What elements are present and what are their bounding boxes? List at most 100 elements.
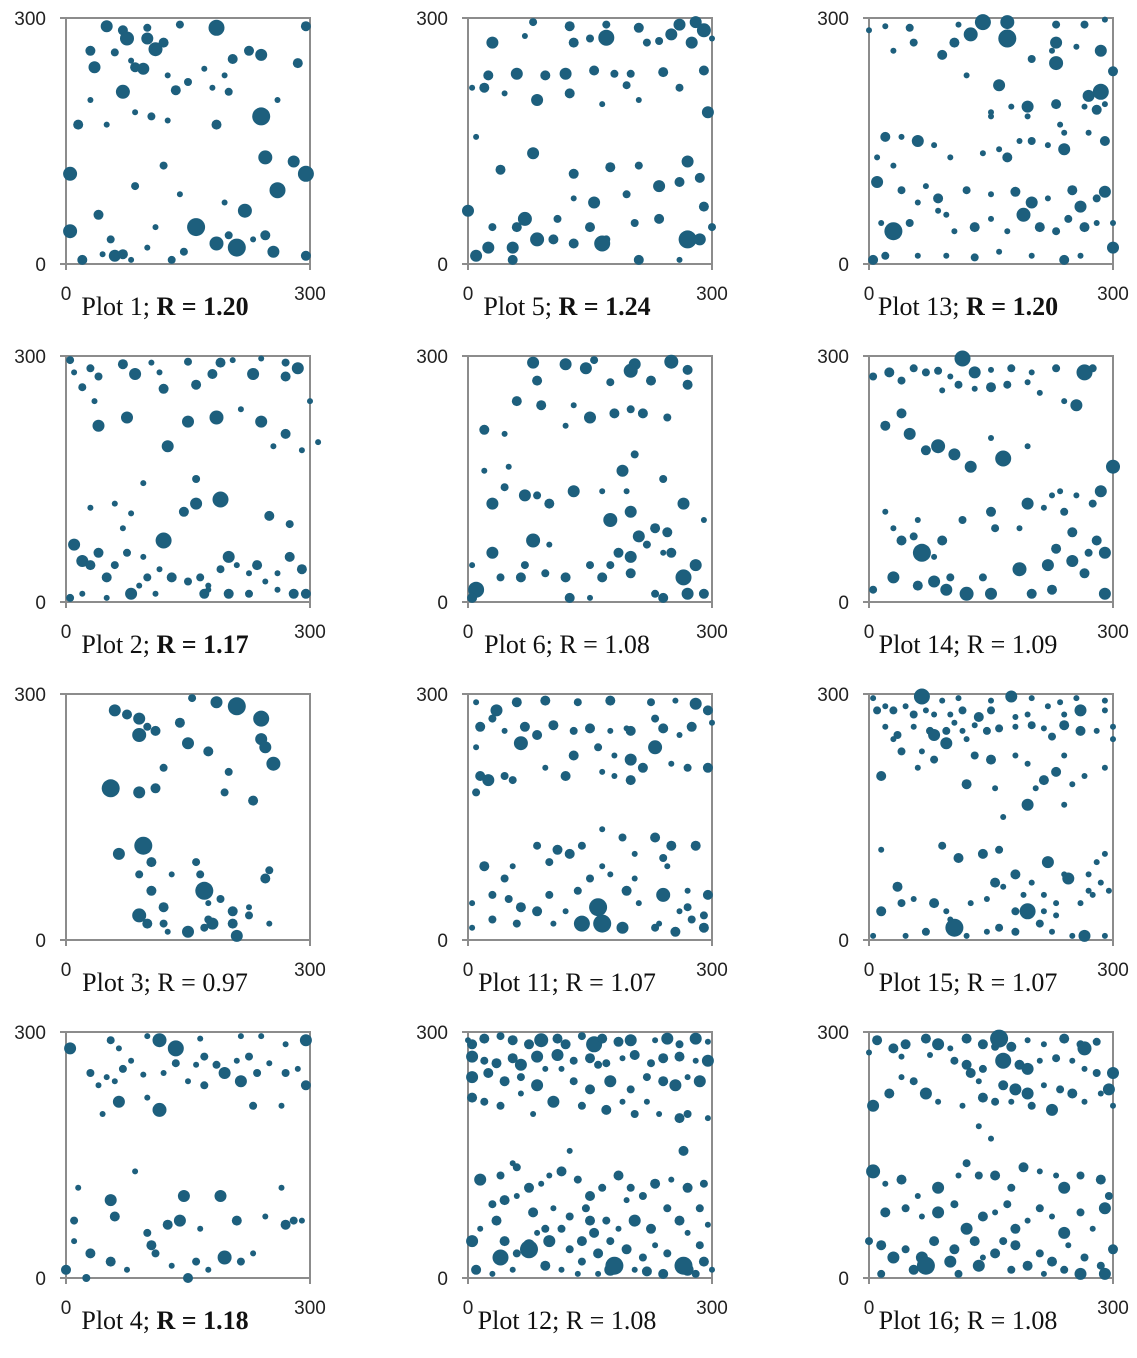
data-point xyxy=(237,203,252,218)
y-tick-label: 300 xyxy=(416,685,448,706)
data-point xyxy=(947,373,954,380)
data-point xyxy=(606,1237,615,1246)
data-point xyxy=(911,135,924,147)
data-point xyxy=(655,37,664,45)
data-point xyxy=(1000,883,1007,890)
data-point xyxy=(909,38,918,47)
data-point xyxy=(471,1264,482,1275)
data-point xyxy=(570,402,577,409)
data-point xyxy=(281,1069,290,1077)
data-point xyxy=(287,155,300,168)
data-point xyxy=(1050,36,1063,49)
data-point xyxy=(205,586,212,593)
data-point xyxy=(192,475,201,483)
data-point xyxy=(682,364,693,375)
data-point xyxy=(252,560,263,571)
data-point xyxy=(499,1236,510,1247)
data-point xyxy=(1007,364,1016,373)
data-point xyxy=(128,510,135,517)
data-point xyxy=(593,1248,604,1259)
data-point xyxy=(1036,1057,1043,1064)
data-point xyxy=(623,488,630,495)
data-point xyxy=(988,1135,994,1142)
data-point xyxy=(205,1266,212,1273)
data-point xyxy=(558,1065,565,1072)
data-point xyxy=(278,1184,285,1191)
data-point xyxy=(196,870,205,879)
data-point xyxy=(607,727,614,734)
data-point xyxy=(285,520,294,529)
data-point xyxy=(125,587,138,600)
data-point xyxy=(280,371,291,382)
data-point xyxy=(1080,20,1089,29)
data-point xyxy=(1003,1200,1012,1209)
data-point xyxy=(496,1032,505,1041)
data-point xyxy=(944,1255,957,1268)
data-point xyxy=(992,785,999,792)
data-point xyxy=(702,889,713,900)
data-point xyxy=(675,83,684,92)
data-point xyxy=(974,14,991,31)
y-tick-label: 300 xyxy=(416,9,448,30)
data-point xyxy=(998,29,1017,48)
data-point xyxy=(992,1209,999,1216)
data-point xyxy=(216,565,225,574)
data-point xyxy=(118,1064,127,1073)
data-point xyxy=(1028,252,1035,259)
x-tick-label: 0 xyxy=(864,284,875,305)
data-point xyxy=(1107,241,1119,254)
data-point xyxy=(569,726,578,735)
data-point xyxy=(467,1039,478,1050)
data-point xyxy=(951,228,958,235)
data-point xyxy=(68,538,81,551)
data-point xyxy=(931,711,938,718)
plot-frame xyxy=(467,1031,713,1279)
data-point xyxy=(499,1076,510,1087)
data-point xyxy=(611,773,618,779)
data-point xyxy=(1079,568,1090,579)
data-point xyxy=(156,566,163,573)
data-point xyxy=(897,899,906,908)
data-point xyxy=(1098,587,1111,600)
data-point xyxy=(1040,1041,1047,1048)
data-point xyxy=(245,1052,253,1061)
data-point xyxy=(1024,760,1031,767)
data-point xyxy=(867,1099,880,1112)
data-point xyxy=(658,1268,669,1279)
data-point xyxy=(200,923,209,932)
data-point xyxy=(227,918,238,929)
data-point xyxy=(260,230,271,241)
x-tick-label: 0 xyxy=(61,1298,72,1319)
data-point xyxy=(534,1033,549,1048)
data-point xyxy=(961,1033,972,1044)
data-point xyxy=(205,900,212,907)
plot-panel: 300 0 0 300 Plot 15; R = 1.07 xyxy=(803,676,1137,1014)
data-point xyxy=(253,1069,262,1077)
data-point xyxy=(664,354,679,369)
data-point xyxy=(144,1033,151,1040)
data-point xyxy=(1104,1192,1113,1200)
data-point xyxy=(568,168,579,179)
data-point xyxy=(108,704,121,717)
data-point xyxy=(132,109,139,116)
data-point xyxy=(1006,1041,1017,1052)
data-point xyxy=(258,150,273,165)
data-point xyxy=(689,559,702,572)
data-point xyxy=(1077,900,1084,907)
data-point xyxy=(495,164,506,175)
data-point xyxy=(988,366,994,373)
data-point xyxy=(1026,588,1037,599)
data-point xyxy=(560,572,571,583)
data-point xyxy=(990,877,1001,888)
data-point xyxy=(914,517,921,523)
data-point xyxy=(140,553,147,560)
x-tick-label: 0 xyxy=(463,960,474,981)
x-tick-label: 300 xyxy=(294,960,326,981)
data-point xyxy=(155,532,172,549)
data-point xyxy=(663,1204,672,1213)
data-point xyxy=(1085,887,1092,894)
data-point xyxy=(995,450,1012,467)
data-point xyxy=(217,1250,232,1265)
y-tick-label: 0 xyxy=(437,593,448,614)
data-point xyxy=(73,119,84,130)
